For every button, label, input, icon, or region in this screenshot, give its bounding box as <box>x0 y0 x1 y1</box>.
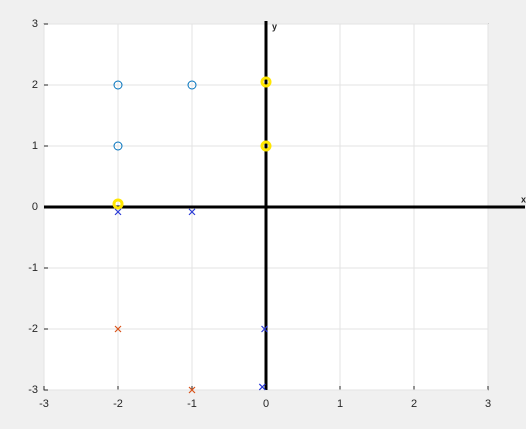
y-tick-label: 2 <box>32 79 38 91</box>
x-tick-label: 0 <box>263 398 269 410</box>
point <box>114 208 122 216</box>
point <box>260 140 272 152</box>
y-tick-label: -2 <box>28 323 38 335</box>
x-tick-label: -1 <box>187 398 197 410</box>
point <box>261 325 268 333</box>
point <box>113 80 123 90</box>
point <box>188 208 196 216</box>
x-tick-label: 2 <box>411 398 417 410</box>
y-tick-label: 3 <box>32 18 38 30</box>
point <box>113 141 123 151</box>
point <box>188 386 196 394</box>
x-tick-label: -3 <box>39 398 49 410</box>
x-tick-label: 1 <box>337 398 343 410</box>
y-tick-label: -3 <box>28 384 38 396</box>
annotation: x <box>521 194 526 204</box>
point <box>258 383 266 391</box>
point <box>260 76 272 88</box>
y-tick-label: 1 <box>32 140 38 152</box>
x-tick-label: 3 <box>485 398 491 410</box>
point <box>112 198 124 210</box>
point <box>187 80 197 90</box>
y-tick-label: 0 <box>32 201 38 213</box>
annotation: y <box>272 21 277 31</box>
y-tick-label: -1 <box>28 262 38 274</box>
x-tick-label: -2 <box>113 398 123 410</box>
point <box>114 325 122 333</box>
